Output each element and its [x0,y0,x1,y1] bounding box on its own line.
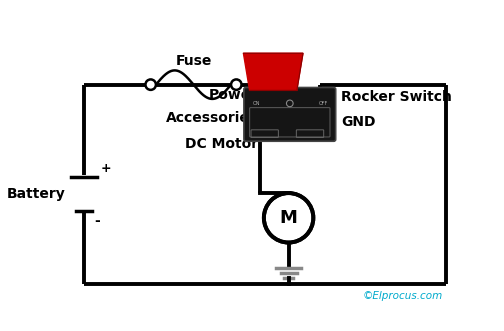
FancyBboxPatch shape [244,87,336,141]
Circle shape [264,193,313,243]
Text: +: + [101,162,111,175]
Text: DC Motor: DC Motor [184,137,258,151]
Text: ON: ON [253,101,260,106]
Text: Battery: Battery [7,187,65,201]
Text: Fuse: Fuse [175,54,212,68]
Text: -: - [95,214,100,228]
Text: ©Elprocus.com: ©Elprocus.com [363,291,443,301]
Text: GND: GND [341,115,375,129]
Circle shape [231,79,241,90]
Text: Accessories: Accessories [165,111,258,125]
Circle shape [146,79,156,90]
Text: Rocker Switch: Rocker Switch [341,90,452,104]
Text: Power: Power [209,88,258,103]
Polygon shape [243,53,303,90]
Text: M: M [280,209,297,227]
Text: OFF: OFF [319,101,328,106]
